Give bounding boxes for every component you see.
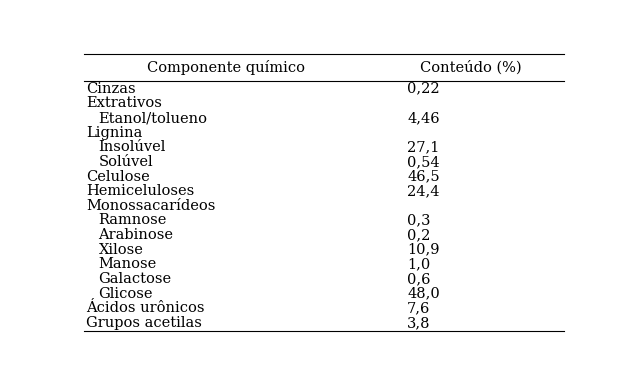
Text: 4,46: 4,46	[407, 111, 440, 125]
Text: 1,0: 1,0	[407, 257, 430, 271]
Text: Solúvel: Solúvel	[99, 155, 153, 169]
Text: Hemiceluloses: Hemiceluloses	[87, 184, 195, 198]
Text: Lignina: Lignina	[87, 126, 143, 139]
Text: Glicose: Glicose	[99, 287, 153, 301]
Text: 24,4: 24,4	[407, 184, 440, 198]
Text: 0,54: 0,54	[407, 155, 440, 169]
Text: Insolúvel: Insolúvel	[99, 140, 166, 154]
Text: Cinzas: Cinzas	[87, 82, 136, 96]
Text: 27,1: 27,1	[407, 140, 439, 154]
Text: Xilose: Xilose	[99, 243, 143, 256]
Text: Monossacarídeos: Monossacarídeos	[87, 199, 216, 213]
Text: 0,6: 0,6	[407, 272, 430, 286]
Text: Extrativos: Extrativos	[87, 97, 162, 110]
Text: 10,9: 10,9	[407, 243, 440, 256]
Text: Ácidos urônicos: Ácidos urônicos	[87, 301, 205, 315]
Text: Grupos acetilas: Grupos acetilas	[87, 316, 202, 330]
Text: Componente químico: Componente químico	[147, 60, 305, 75]
Text: Celulose: Celulose	[87, 169, 150, 184]
Text: Arabinose: Arabinose	[99, 228, 174, 242]
Text: 48,0: 48,0	[407, 287, 440, 301]
Text: Conteúdo (%): Conteúdo (%)	[420, 60, 521, 75]
Text: Ramnose: Ramnose	[99, 214, 167, 227]
Text: 0,2: 0,2	[407, 228, 430, 242]
Text: 7,6: 7,6	[407, 301, 430, 315]
Text: 46,5: 46,5	[407, 169, 440, 184]
Text: Galactose: Galactose	[99, 272, 172, 286]
Text: Manose: Manose	[99, 257, 157, 271]
Text: 3,8: 3,8	[407, 316, 430, 330]
Text: Etanol/tolueno: Etanol/tolueno	[99, 111, 207, 125]
Text: 0,3: 0,3	[407, 214, 430, 227]
Text: 0,22: 0,22	[407, 82, 440, 96]
